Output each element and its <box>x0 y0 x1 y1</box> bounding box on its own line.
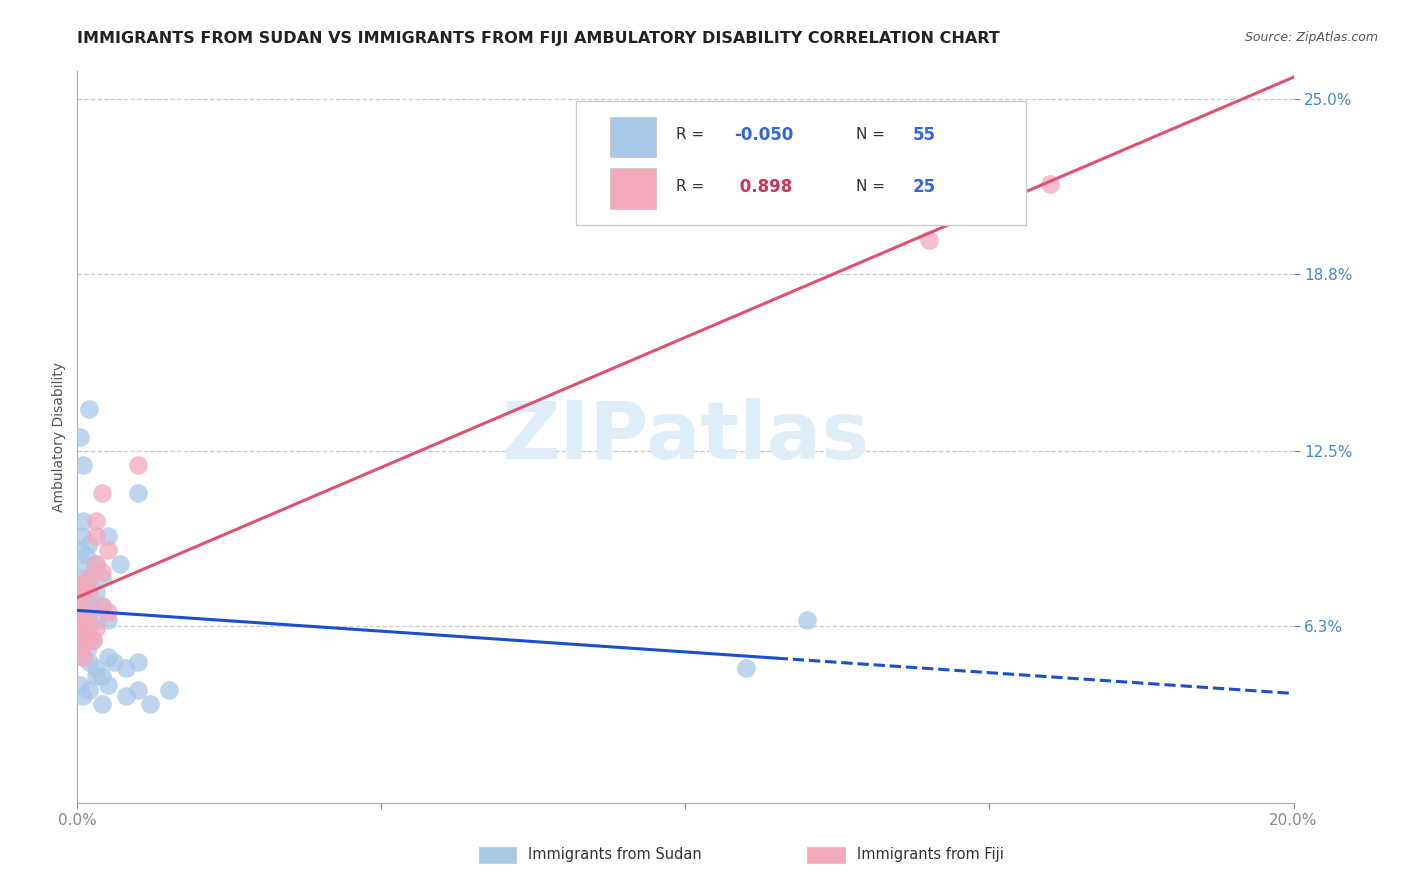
Text: N =: N = <box>856 128 890 143</box>
Point <box>115 661 138 675</box>
Point <box>84 584 107 599</box>
Point <box>70 571 93 585</box>
Point <box>90 565 112 579</box>
Point <box>79 584 101 599</box>
Text: Source: ZipAtlas.com: Source: ZipAtlas.com <box>1244 31 1378 45</box>
Point <box>90 599 112 613</box>
Point <box>127 683 149 698</box>
Text: R =: R = <box>676 128 709 143</box>
Point <box>80 599 103 613</box>
Point <box>79 618 101 632</box>
Point <box>75 632 97 647</box>
FancyBboxPatch shape <box>576 101 1026 225</box>
Point <box>72 557 94 571</box>
Point <box>75 613 97 627</box>
Point <box>72 627 94 641</box>
Point <box>70 632 93 647</box>
Point <box>72 515 94 529</box>
Point <box>84 613 107 627</box>
Point <box>75 576 97 591</box>
Point <box>127 486 149 500</box>
Point <box>79 605 101 619</box>
Point <box>79 571 101 585</box>
Bar <box>478 847 516 863</box>
Point <box>69 641 91 656</box>
Point <box>79 605 101 619</box>
Point <box>1039 177 1062 191</box>
Point <box>70 528 93 542</box>
Text: 0.898: 0.898 <box>734 178 793 195</box>
Point <box>72 576 94 591</box>
Point <box>735 661 758 675</box>
Point <box>79 632 101 647</box>
Point <box>108 557 131 571</box>
Text: ZIPatlas: ZIPatlas <box>502 398 869 476</box>
Point <box>796 613 818 627</box>
Text: 55: 55 <box>912 126 936 144</box>
Point <box>69 542 91 557</box>
Point <box>127 655 149 669</box>
Point <box>115 689 138 703</box>
Point <box>72 613 94 627</box>
Text: Immigrants from Sudan: Immigrants from Sudan <box>529 847 702 862</box>
Point <box>79 537 101 551</box>
Point <box>82 632 104 647</box>
Point <box>97 528 120 542</box>
Point <box>97 678 120 692</box>
Text: 25: 25 <box>912 178 936 195</box>
Point <box>127 458 149 473</box>
Text: R =: R = <box>676 179 709 194</box>
Point <box>75 548 97 562</box>
Point <box>69 618 91 632</box>
Bar <box>610 169 657 209</box>
Point <box>69 678 91 692</box>
Point <box>84 528 107 542</box>
Point <box>97 649 120 664</box>
Point <box>69 430 91 444</box>
Point <box>69 641 91 656</box>
Point <box>90 571 112 585</box>
Point <box>72 649 94 664</box>
Point <box>157 683 180 698</box>
Point <box>84 557 107 571</box>
Point <box>97 613 120 627</box>
Point <box>72 458 94 473</box>
Point <box>90 669 112 683</box>
Point <box>73 627 96 641</box>
Point <box>72 689 94 703</box>
Point <box>73 593 96 607</box>
Point <box>69 618 91 632</box>
Point <box>82 632 104 647</box>
Point <box>69 584 91 599</box>
Point <box>72 649 94 664</box>
Bar <box>610 117 657 157</box>
Point <box>97 542 120 557</box>
Point <box>75 605 97 619</box>
Point <box>77 641 100 656</box>
Point <box>69 599 91 613</box>
Point <box>79 683 101 698</box>
Point <box>139 698 162 712</box>
Point <box>103 655 125 669</box>
Text: -0.050: -0.050 <box>734 126 793 144</box>
Point <box>84 557 107 571</box>
Text: IMMIGRANTS FROM SUDAN VS IMMIGRANTS FROM FIJI AMBULATORY DISABILITY CORRELATION : IMMIGRANTS FROM SUDAN VS IMMIGRANTS FROM… <box>77 31 1000 46</box>
Bar <box>807 847 845 863</box>
Point <box>90 486 112 500</box>
Text: N =: N = <box>856 179 890 194</box>
Point <box>79 401 101 416</box>
Point <box>90 698 112 712</box>
Point <box>84 621 107 635</box>
Point <box>82 565 104 579</box>
Point <box>79 655 101 669</box>
Point <box>90 599 112 613</box>
Point <box>69 584 91 599</box>
Text: Immigrants from Fiji: Immigrants from Fiji <box>856 847 1004 862</box>
Point <box>97 605 120 619</box>
Point <box>84 515 107 529</box>
Point <box>918 233 941 247</box>
Y-axis label: Ambulatory Disability: Ambulatory Disability <box>52 362 66 512</box>
Point <box>84 669 107 683</box>
Point <box>84 661 107 675</box>
